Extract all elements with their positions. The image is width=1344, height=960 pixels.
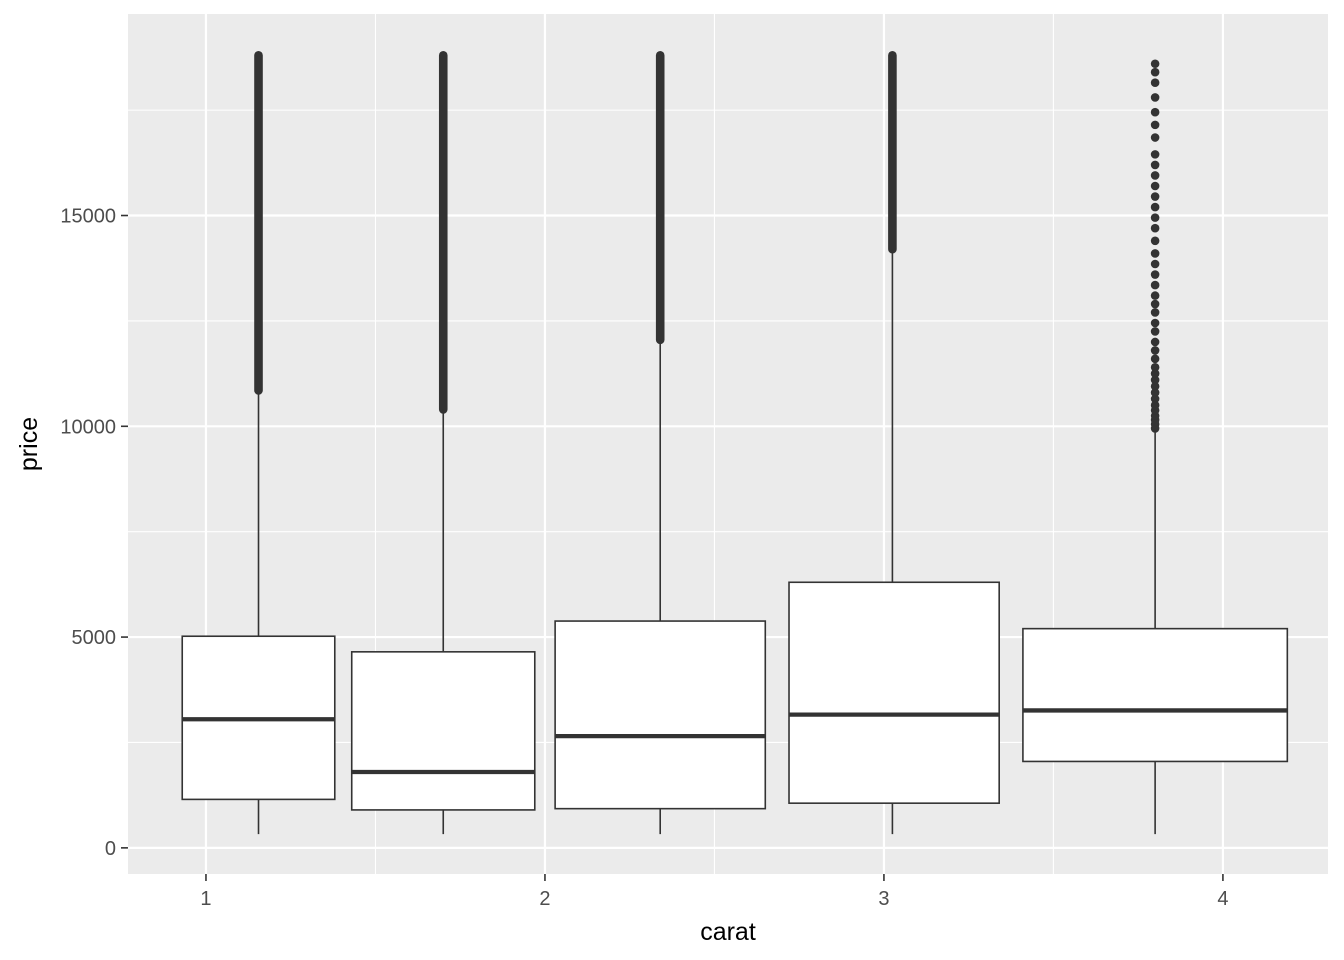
outlier-point [1150, 270, 1160, 279]
box-group-4 [788, 51, 1000, 835]
outlier-point [1150, 381, 1160, 391]
y-tick-label: 15000 [60, 206, 116, 228]
box-group-5 [1022, 59, 1289, 835]
outlier-point [1150, 93, 1160, 102]
outlier-point [1150, 59, 1160, 69]
x-tick-label: 1 [200, 888, 211, 910]
outlier-point [1150, 362, 1160, 372]
outlier-point [1150, 249, 1160, 258]
x-axis-title: carat [700, 918, 756, 946]
outlier-point [1150, 291, 1160, 300]
y-axis: 0 5000 10000 15000 [60, 206, 128, 860]
outlier-point [1150, 346, 1160, 355]
outlier-point [1150, 299, 1160, 309]
outlier-point [1150, 202, 1160, 212]
x-tick-label: 2 [539, 888, 550, 910]
outlier-point [1150, 160, 1160, 170]
outlier-point [1150, 223, 1160, 233]
outlier-point [1150, 78, 1160, 88]
outlier-point [1150, 181, 1160, 191]
outlier-point [1150, 120, 1160, 130]
outlier-point [1150, 369, 1160, 378]
outlier-point [1150, 236, 1160, 246]
outlier-point [1150, 354, 1160, 364]
box-body [350, 651, 536, 811]
y-axis-title: price [15, 417, 43, 471]
outlier-point [1150, 150, 1160, 159]
y-tick-label: 10000 [60, 416, 116, 438]
outlier-point [1150, 280, 1160, 290]
y-tick-label: 5000 [72, 627, 117, 649]
outlier-point [1150, 213, 1160, 222]
outlier-point [1150, 133, 1160, 142]
outlier-point [1150, 388, 1160, 397]
box-group-3 [554, 51, 767, 835]
outlier-point [1150, 192, 1160, 201]
outlier-point [1150, 327, 1160, 336]
x-axis: 1 2 3 4 [200, 874, 1228, 910]
outlier-point [1150, 171, 1160, 180]
outlier-point [1150, 337, 1160, 347]
x-tick-label: 3 [878, 888, 889, 910]
outlier-point [1150, 394, 1160, 404]
outlier-point [1150, 259, 1160, 269]
box-body [554, 620, 767, 810]
x-tick-label: 4 [1217, 888, 1228, 910]
box-body [1022, 627, 1289, 763]
outlier-point [1150, 107, 1160, 117]
outlier-point [1150, 375, 1160, 385]
outlier-point [1150, 308, 1160, 317]
y-tick-label: 0 [105, 838, 116, 860]
box-group-1 [181, 51, 336, 835]
outlier-point [1150, 67, 1160, 77]
boxplot-marks [181, 51, 1289, 835]
outlier-point [1150, 400, 1160, 410]
box-body [788, 581, 1000, 804]
box-group-2 [350, 51, 536, 835]
outlier-point [1150, 318, 1160, 328]
